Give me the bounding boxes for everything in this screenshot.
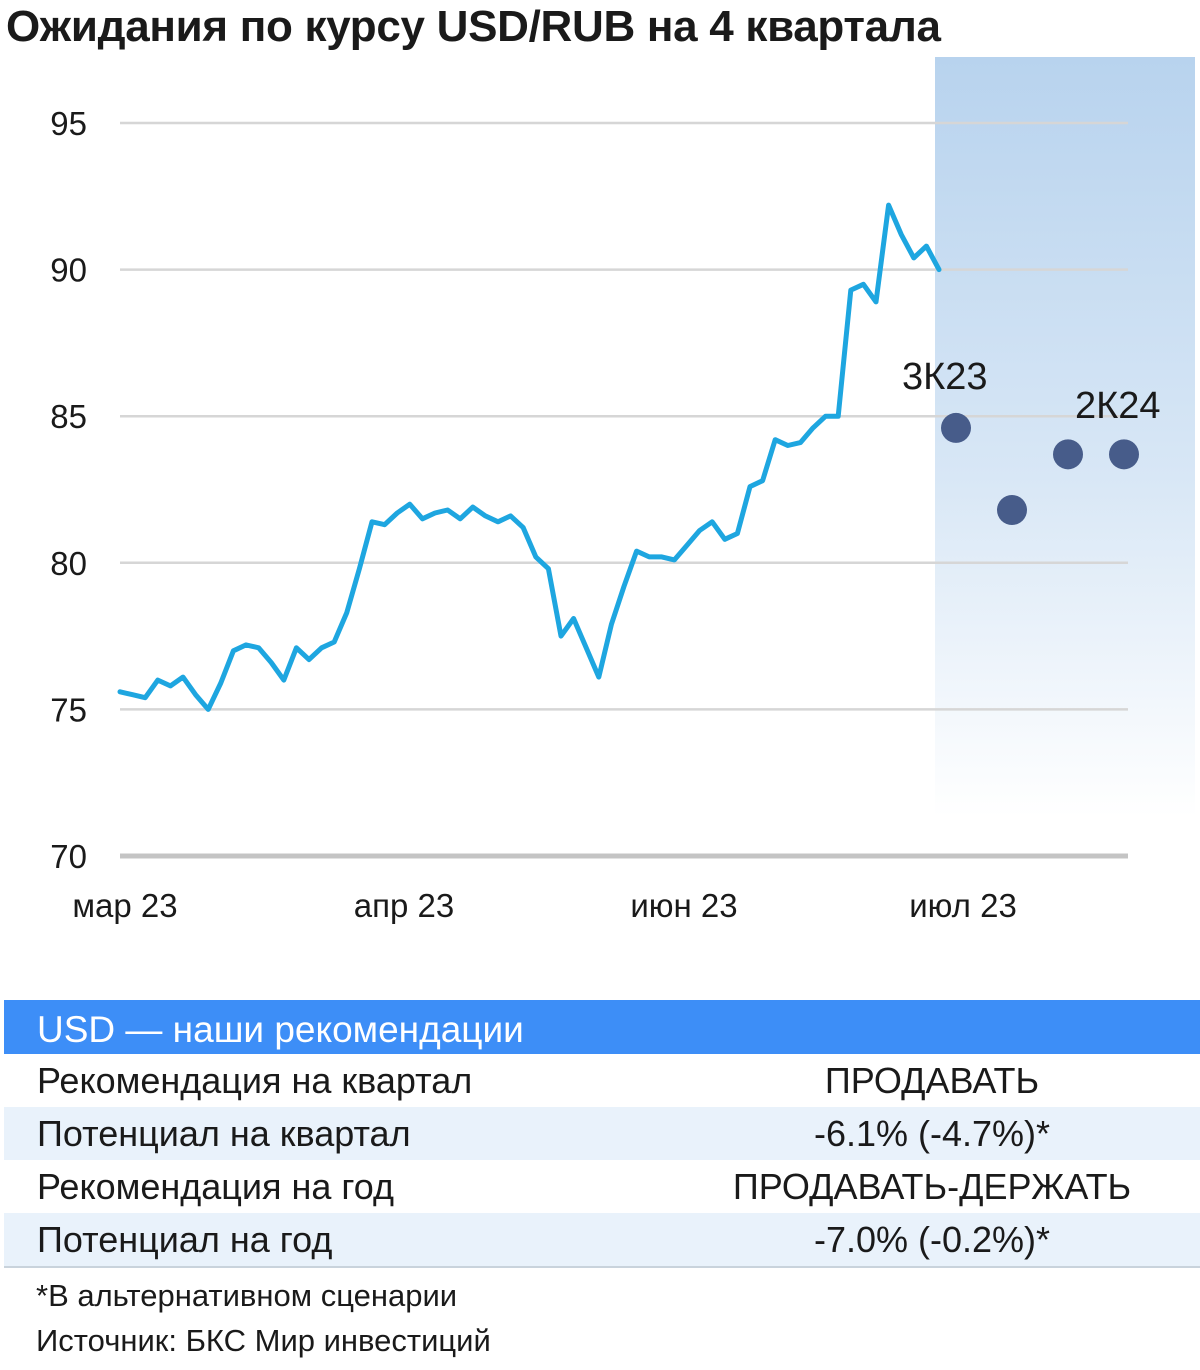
- row-value: -6.1% (-4.7%)*: [813, 1112, 1051, 1154]
- table-row: Потенциал на год -7.0% (-0.2%)*: [4, 1213, 1200, 1266]
- table-row: Потенциал на квартал -6.1% (-4.7%)*: [4, 1107, 1200, 1160]
- annotation-2k24: 2К24: [1075, 385, 1161, 427]
- chart-title: Ожидания по курсу USD/RUB на 4 квартала: [6, 2, 941, 51]
- y-axis-tick-labels: 70 75 80 85 90 95: [50, 105, 87, 875]
- annotation-3k23: 3К23: [902, 356, 988, 398]
- x-tick-label: апр 23: [354, 887, 454, 924]
- x-tick-label: июн 23: [630, 887, 737, 924]
- forecast-point: [997, 495, 1027, 526]
- forecast-point: [941, 412, 971, 443]
- gridlines: [120, 121, 1128, 859]
- y-tick-label: 95: [50, 105, 87, 142]
- row-label: Потенциал на год: [37, 1218, 333, 1260]
- row-value: ПРОДАВАТЬ-ДЕРЖАТЬ: [732, 1165, 1132, 1207]
- x-axis-tick-labels: мар 23 апр 23 июн 23 июл 23: [72, 887, 1016, 924]
- y-tick-label: 80: [50, 545, 87, 582]
- row-label: Потенциал на квартал: [37, 1112, 411, 1154]
- x-tick-label: июл 23: [909, 887, 1017, 924]
- y-tick-label: 75: [50, 691, 87, 728]
- table-header: USD — наши рекомендации: [4, 1000, 1200, 1054]
- y-tick-label: 70: [50, 838, 87, 875]
- x-tick-label: мар 23: [72, 887, 177, 924]
- y-tick-label: 85: [50, 398, 87, 435]
- usd-rub-history-line: [117, 202, 942, 712]
- row-label: Рекомендация на год: [37, 1165, 395, 1207]
- footnote-alternative: *В альтернативном сценарии: [36, 1278, 458, 1313]
- usd-rub-chart: 70 75 80 85 90 95 мар 23 апр 23 июн 23 июл 23 3К…: [50, 57, 1195, 924]
- row-label: Рекомендация на квартал: [37, 1059, 473, 1101]
- forecast-zone: [935, 57, 1195, 817]
- table-divider: [4, 1266, 1200, 1268]
- recommendations-table: USD — наши рекомендации Рекомендация на …: [4, 1000, 1200, 1268]
- y-tick-label: 90: [50, 252, 87, 289]
- row-value: ПРОДАВАТЬ: [824, 1059, 1040, 1101]
- forecast-points: [941, 412, 1139, 526]
- footnote-source: Источник: БКС Мир инвестиций: [36, 1323, 491, 1358]
- row-value: -7.0% (-0.2%)*: [813, 1218, 1051, 1260]
- table-row: Рекомендация на год ПРОДАВАТЬ-ДЕРЖАТЬ: [4, 1160, 1200, 1213]
- forecast-point: [1109, 439, 1139, 470]
- table-row: Рекомендация на квартал ПРОДАВАТЬ: [4, 1054, 1200, 1107]
- forecast-point: [1053, 439, 1083, 470]
